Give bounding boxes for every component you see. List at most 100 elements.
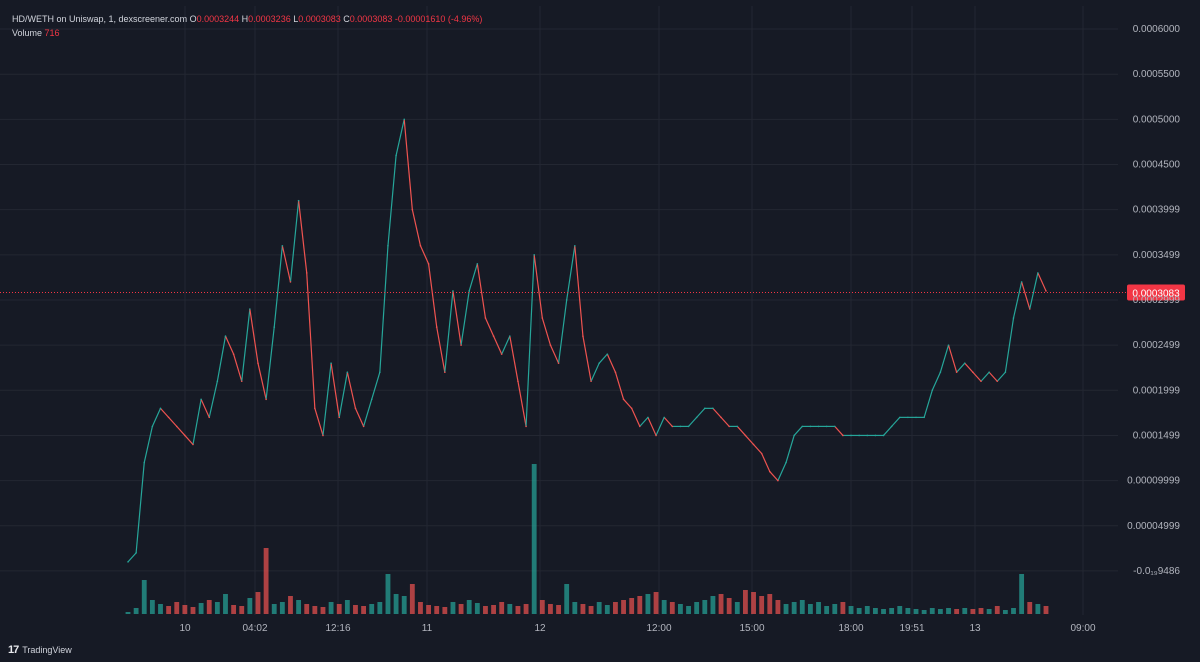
price-point <box>362 425 365 428</box>
price-segment <box>346 372 357 409</box>
volume-bar <box>978 608 984 614</box>
price-segment <box>720 416 730 427</box>
price-point <box>159 407 162 410</box>
price-point <box>972 371 974 374</box>
price-segment <box>468 263 478 292</box>
price-point <box>468 290 471 292</box>
volume-bar <box>458 604 464 614</box>
price-segment <box>549 344 560 364</box>
price-point <box>289 281 292 283</box>
price-point <box>663 416 665 419</box>
price-segment <box>379 245 389 373</box>
volume-key[interactable]: Volume <box>12 28 43 38</box>
tradingview-logo[interactable]: 17 TradingView <box>8 644 72 656</box>
price-point <box>817 425 820 428</box>
price-point <box>1004 371 1007 374</box>
price-segment <box>972 371 982 382</box>
volume-bar <box>946 608 951 614</box>
price-segment <box>647 417 657 436</box>
price-segment <box>1012 281 1023 319</box>
volume-bar <box>125 612 131 614</box>
y-tick-label: 0.0006000 <box>1133 24 1181 35</box>
tradingview-brand: TradingView <box>22 645 72 655</box>
volume-bar <box>361 606 367 614</box>
price-segment <box>614 372 625 400</box>
x-tick-label: 04:02 <box>242 623 267 634</box>
volume-bar <box>864 606 870 614</box>
volume-bar <box>344 600 350 614</box>
x-axis[interactable]: 10 04:02 12:16 11 12 12:00 15:00 18:00 19:51 13 09… <box>179 623 1096 634</box>
volume-bar <box>539 600 545 614</box>
price-point <box>565 299 568 301</box>
price-point <box>744 434 747 437</box>
price-point <box>606 353 609 355</box>
volume-bar <box>515 606 521 614</box>
volume-bar <box>921 610 927 614</box>
volume-bar <box>954 609 960 614</box>
x-tick-label: 12:16 <box>325 623 350 634</box>
volume-bar <box>1011 608 1016 614</box>
volume-bar <box>580 604 586 614</box>
volume-bar <box>523 604 529 614</box>
price-segment <box>655 417 665 436</box>
price-segment <box>598 353 608 364</box>
price-point <box>444 371 446 374</box>
price-segment <box>639 416 649 427</box>
price-segment <box>793 426 803 436</box>
volume-bar <box>962 608 968 614</box>
price-segment <box>939 344 950 373</box>
price-segment <box>582 335 592 382</box>
price-segment <box>769 471 779 481</box>
volume-bar <box>288 596 293 614</box>
price-segment <box>403 119 413 210</box>
volume-bar <box>336 604 342 614</box>
volume-bar <box>385 574 391 614</box>
price-segment <box>338 372 348 418</box>
volume-bar <box>588 606 594 614</box>
volume-bar <box>296 600 302 614</box>
volume-bar <box>133 608 139 614</box>
price-point <box>427 263 430 265</box>
price-point <box>1037 272 1039 274</box>
price-point <box>882 434 885 437</box>
price-segment <box>411 209 422 246</box>
volume-bar <box>166 606 172 614</box>
price-point <box>712 407 714 410</box>
volume-bar <box>596 602 602 614</box>
high-key: H <box>241 14 249 24</box>
price-segment <box>298 200 308 273</box>
volume-bar <box>548 604 553 614</box>
x-tick-label: 10 <box>179 623 191 634</box>
price-segment <box>216 335 227 382</box>
y-tick-label: 0.0005000 <box>1133 114 1181 125</box>
volume-bar <box>889 608 895 614</box>
price-point <box>630 407 633 410</box>
price-segment <box>127 552 137 563</box>
price-segment <box>688 416 698 427</box>
price-point <box>574 244 576 247</box>
y-tick-label: 0.0002499 <box>1133 340 1181 351</box>
price-segment <box>200 399 210 418</box>
volume-bar <box>702 600 708 614</box>
volume-bar <box>872 608 878 614</box>
x-tick-label: 09:00 <box>1070 623 1095 634</box>
volume-bar <box>141 580 147 614</box>
price-point <box>167 416 170 419</box>
price-point <box>833 425 836 428</box>
volume-bar <box>182 605 188 614</box>
volume-bar <box>604 605 610 614</box>
volume-bar <box>418 602 423 614</box>
price-segment <box>761 453 771 472</box>
symbol-label[interactable]: HD/WETH on Uniswap, 1, dexscreener.com <box>12 14 188 24</box>
volume-bar <box>905 608 911 614</box>
price-point <box>346 371 349 374</box>
price-segment <box>371 372 381 400</box>
price-segment <box>249 308 259 364</box>
y-axis[interactable]: 0.0006000 0.0005500 0.0005000 0.0004500 0.00… <box>1127 24 1180 577</box>
price-segment <box>1004 317 1015 373</box>
volume-bar <box>214 602 220 614</box>
price-point <box>127 561 129 563</box>
volume-bar <box>149 600 155 614</box>
price-segment <box>208 381 218 418</box>
